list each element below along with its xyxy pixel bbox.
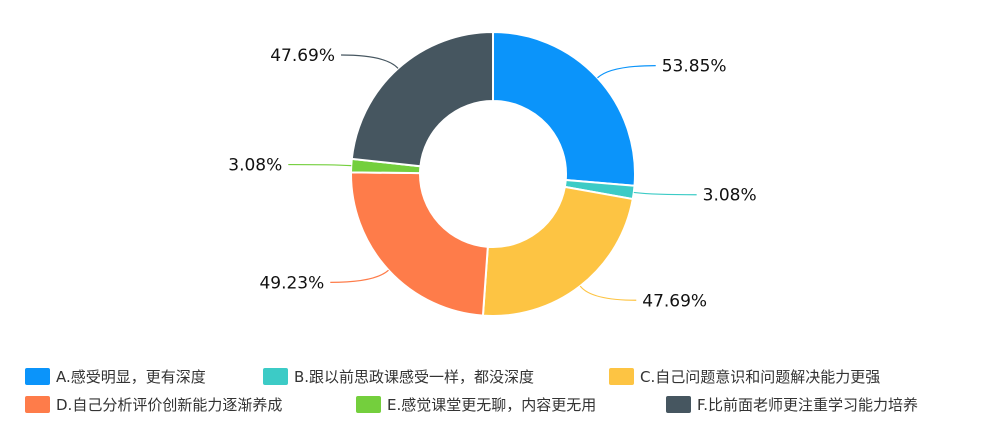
legend-swatch-b (263, 367, 288, 385)
leader-lines-group (288, 54, 697, 301)
data-label-e: 3.08% (228, 156, 282, 176)
legend-label-f: F.比前面老师更注重学习能力培养 (697, 395, 918, 414)
slice-f[interactable] (350, 30, 494, 168)
slice-c[interactable] (481, 185, 634, 317)
legend-swatch-a (25, 367, 50, 385)
data-labels-group: 53.85% 3.08% 47.69% 49.23% 3.08% 47.69% (228, 46, 756, 311)
legend-item-c[interactable]: C.自己问题意识和问题解决能力更强 (609, 365, 880, 387)
data-label-d: 49.23% (259, 273, 324, 293)
leader-line-e (288, 163, 352, 167)
legend-swatch-f (666, 395, 691, 413)
leader-line-c (579, 285, 637, 301)
data-label-a: 53.85% (662, 57, 727, 77)
legend-label-d: D.自己分析评价创新能力逐渐养成 (56, 395, 283, 414)
slice-d[interactable] (350, 171, 489, 317)
legend-swatch-c (609, 367, 634, 385)
leader-line-d (330, 269, 389, 283)
leader-line-b (633, 191, 697, 196)
legend-label-c: C.自己问题意识和问题解决能力更强 (640, 367, 881, 386)
legend-swatch-e (356, 395, 381, 413)
legend-label-a: A.感受明显，更有深度 (56, 367, 206, 386)
legend-swatch-d (25, 395, 50, 413)
leader-line-a (597, 65, 656, 79)
leader-line-f (341, 54, 399, 69)
legend-item-e[interactable]: E.感觉课堂更无聊，内容更无用 (356, 393, 596, 415)
legend-label-b: B.跟以前思政课感受一样，都没深度 (294, 367, 535, 386)
slice-a[interactable] (492, 30, 636, 187)
legend-item-f[interactable]: F.比前面老师更注重学习能力培养 (666, 393, 918, 415)
legend-item-d[interactable]: D.自己分析评价创新能力逐渐养成 (25, 393, 282, 415)
data-label-f: 47.69% (270, 46, 335, 66)
legend-label-e: E.感觉课堂更无聊，内容更无用 (387, 395, 597, 414)
data-label-c: 47.69% (642, 291, 707, 311)
data-label-b: 3.08% (703, 186, 757, 206)
slices-group (349, 30, 636, 317)
legend-item-a[interactable]: A.感受明显，更有深度 (25, 365, 206, 387)
legend-item-b[interactable]: B.跟以前思政课感受一样，都没深度 (263, 365, 534, 387)
